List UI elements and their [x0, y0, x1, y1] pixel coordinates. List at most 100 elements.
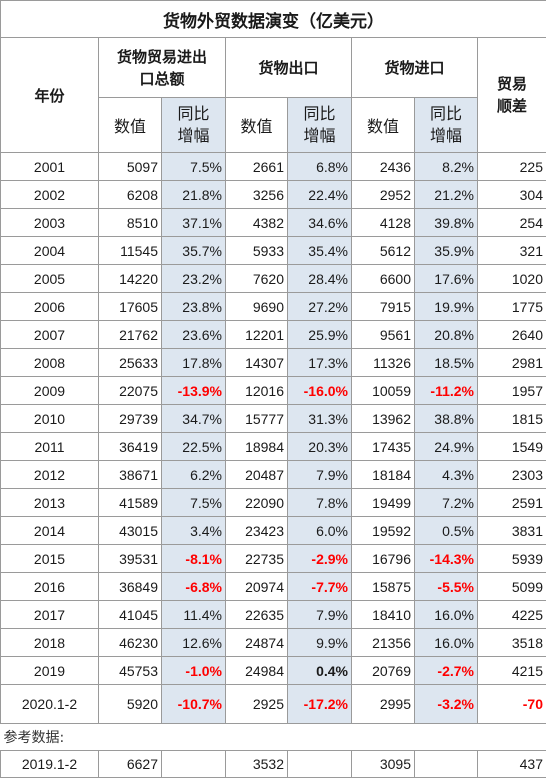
exports-cell: 22635	[225, 600, 288, 629]
exports-cell: 20487	[225, 460, 288, 489]
year-cell: 2015	[0, 544, 99, 573]
imports-cell: 4128	[351, 208, 415, 237]
imports-cell: 10059	[351, 376, 415, 405]
total-yoy-cell: 12.6%	[161, 628, 226, 657]
total-cell: 39531	[98, 544, 162, 573]
header-total: 货物贸易进出口总额	[98, 37, 226, 98]
table-row: 2013 41589 7.5% 22090 7.8% 19499 7.2% 2591	[0, 488, 546, 517]
total-cell: 5097	[98, 152, 162, 181]
imports-cell: 6600	[351, 264, 415, 293]
exports-yoy-cell: 6.0%	[287, 516, 352, 545]
total-yoy-cell: -13.9%	[161, 376, 226, 405]
exports-yoy-cell: 20.3%	[287, 432, 352, 461]
total-yoy-cell: -10.7%	[161, 684, 226, 724]
total-yoy-cell: 23.8%	[161, 292, 226, 321]
imports-cell: 20769	[351, 656, 415, 685]
year-cell: 2010	[0, 404, 99, 433]
imports-yoy-cell: 19.9%	[414, 292, 478, 321]
imports-yoy-cell: -2.7%	[414, 656, 478, 685]
balance-cell: 5099	[477, 572, 546, 601]
imports-cell: 13962	[351, 404, 415, 433]
header-year: 年份	[0, 37, 99, 153]
total-yoy-cell: 23.6%	[161, 320, 226, 349]
year-cell: 2013	[0, 488, 99, 517]
exports-yoy-cell: 22.4%	[287, 180, 352, 209]
year-cell: 2005	[0, 264, 99, 293]
imports-cell: 18410	[351, 600, 415, 629]
imports-yoy-cell: 8.2%	[414, 152, 478, 181]
imports-cell: 11326	[351, 348, 415, 377]
header-imports: 货物进口	[351, 37, 478, 98]
year-cell: 2008	[0, 348, 99, 377]
imports-yoy-cell: 20.8%	[414, 320, 478, 349]
year-cell: 2006	[0, 292, 99, 321]
imports-yoy-cell: 16.0%	[414, 628, 478, 657]
imports-yoy-cell: 39.8%	[414, 208, 478, 237]
ref-year: 2019.1-2	[0, 750, 99, 778]
total-yoy-cell: 21.8%	[161, 180, 226, 209]
total-yoy-cell: 17.8%	[161, 348, 226, 377]
imports-yoy-cell: -5.5%	[414, 572, 478, 601]
imports-cell: 15875	[351, 572, 415, 601]
exports-yoy-cell: 6.8%	[287, 152, 352, 181]
imports-yoy-cell: 0.5%	[414, 516, 478, 545]
subheader-yoy: 同比增幅	[414, 97, 478, 153]
table-row: 2005 14220 23.2% 7620 28.4% 6600 17.6% 1020	[0, 264, 546, 293]
total-cell: 17605	[98, 292, 162, 321]
total-yoy-cell: -8.1%	[161, 544, 226, 573]
table-row: 2015 39531 -8.1% 22735 -2.9% 16796 -14.3% 5939	[0, 544, 546, 573]
balance-cell: 3518	[477, 628, 546, 657]
subheader-yoy: 同比增幅	[287, 97, 352, 153]
exports-cell: 14307	[225, 348, 288, 377]
imports-yoy-cell: 16.0%	[414, 600, 478, 629]
year-cell: 2019	[0, 656, 99, 685]
total-cell: 29739	[98, 404, 162, 433]
exports-cell: 24874	[225, 628, 288, 657]
exports-yoy-cell: 9.9%	[287, 628, 352, 657]
reference-label: 参考数据:	[0, 723, 546, 751]
exports-yoy-cell: -17.2%	[287, 684, 352, 724]
imports-yoy-cell: -11.2%	[414, 376, 478, 405]
exports-cell: 2661	[225, 152, 288, 181]
total-yoy-cell: 7.5%	[161, 152, 226, 181]
ref-exports-yoy	[287, 750, 352, 778]
imports-yoy-cell: 4.3%	[414, 460, 478, 489]
table-row: 2003 8510 37.1% 4382 34.6% 4128 39.8% 254	[0, 208, 546, 237]
total-cell: 36419	[98, 432, 162, 461]
total-cell: 14220	[98, 264, 162, 293]
balance-cell: 5939	[477, 544, 546, 573]
total-cell: 41589	[98, 488, 162, 517]
exports-cell: 5933	[225, 236, 288, 265]
exports-cell: 3256	[225, 180, 288, 209]
total-yoy-cell: 22.5%	[161, 432, 226, 461]
total-cell: 43015	[98, 516, 162, 545]
balance-cell: 2303	[477, 460, 546, 489]
total-yoy-cell: 11.4%	[161, 600, 226, 629]
year-cell: 2003	[0, 208, 99, 237]
exports-cell: 2925	[225, 684, 288, 724]
imports-yoy-cell: 7.2%	[414, 488, 478, 517]
table-row: 2004 11545 35.7% 5933 35.4% 5612 35.9% 321	[0, 236, 546, 265]
imports-cell: 17435	[351, 432, 415, 461]
table-row: 2011 36419 22.5% 18984 20.3% 17435 24.9% 1549	[0, 432, 546, 461]
table-row: 2020.1-2 5920 -10.7% 2925 -17.2% 2995 -3.2% -70	[0, 684, 546, 724]
imports-yoy-cell: -3.2%	[414, 684, 478, 724]
balance-cell: 1957	[477, 376, 546, 405]
balance-cell: 2591	[477, 488, 546, 517]
total-yoy-cell: -1.0%	[161, 656, 226, 685]
imports-yoy-cell: -14.3%	[414, 544, 478, 573]
imports-cell: 19592	[351, 516, 415, 545]
year-cell: 2017	[0, 600, 99, 629]
table-title: 货物外贸数据演变（亿美元）	[0, 0, 546, 38]
total-cell: 8510	[98, 208, 162, 237]
subheader-value: 数值	[98, 97, 162, 153]
imports-cell: 2995	[351, 684, 415, 724]
balance-cell: 321	[477, 236, 546, 265]
exports-yoy-cell: 17.3%	[287, 348, 352, 377]
year-cell: 2018	[0, 628, 99, 657]
exports-yoy-cell: 7.9%	[287, 460, 352, 489]
balance-cell: 304	[477, 180, 546, 209]
imports-cell: 5612	[351, 236, 415, 265]
exports-cell: 18984	[225, 432, 288, 461]
total-cell: 46230	[98, 628, 162, 657]
